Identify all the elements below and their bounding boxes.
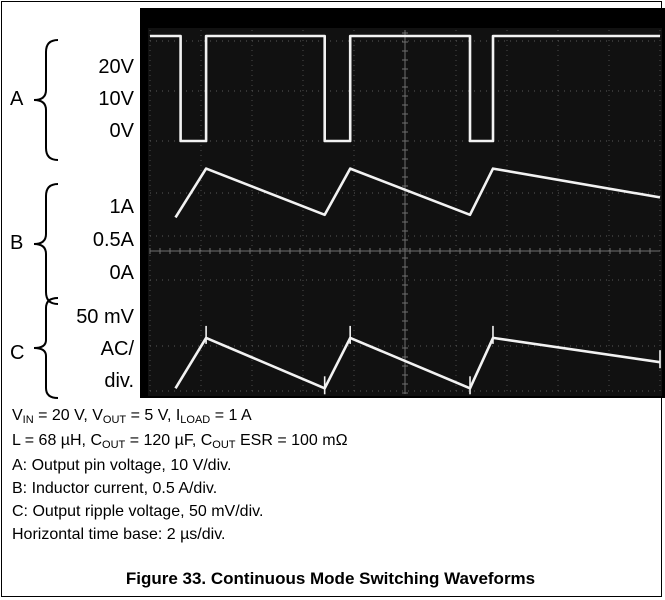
- legend-c: C: Output ripple voltage, 50 mV/div.: [12, 503, 264, 520]
- esr-symbol: C: [200, 432, 213, 449]
- inductance-value: L = 68 µH,: [12, 432, 91, 449]
- vin-symbol: V: [12, 407, 23, 424]
- conditions-line-2: L = 68 µH, COUT = 120 µF, COUT ESR = 100…: [12, 431, 348, 451]
- esr-value: ESR = 100 mΩ: [235, 432, 348, 449]
- legend-b: B: Inductor current, 0.5 A/div.: [12, 480, 218, 497]
- brace-a: [33, 39, 59, 161]
- timebase-note: Horizontal time base: 2 µs/div.: [12, 526, 226, 543]
- brace-c: [33, 297, 59, 399]
- vout-symbol: V: [92, 407, 103, 424]
- iload-value: = 1 A: [210, 407, 252, 424]
- cout-symbol: C: [90, 432, 103, 449]
- tick-b-05a: 0.5A: [92, 229, 134, 251]
- channel-a-letter: A: [10, 88, 24, 110]
- tick-a-0v: 0V: [109, 120, 134, 142]
- vout-value: = 5 V,: [126, 407, 176, 424]
- legend-a: A: Output pin voltage, 10 V/div.: [12, 457, 232, 474]
- trace-channel-a: [150, 34, 660, 143]
- iload-symbol: I: [175, 407, 181, 424]
- vin-value: = 20 V,: [33, 407, 93, 424]
- cout-subscript: OUT: [102, 439, 126, 451]
- oscilloscope-screen: [140, 8, 665, 398]
- tick-b-1a: 1A: [109, 196, 134, 218]
- vout-subscript: OUT: [102, 414, 127, 426]
- tick-c-ac: AC/: [100, 338, 134, 360]
- esr-subscript: OUT: [212, 439, 236, 451]
- tick-a-20v: 20V: [98, 56, 134, 78]
- tick-a-10v: 10V: [98, 88, 134, 110]
- figure-title: Figure 33. Continuous Mode Switching Wav…: [125, 569, 536, 588]
- scope-traces: [150, 34, 661, 395]
- channel-b-letter: B: [10, 232, 24, 254]
- tick-c-div: div.: [104, 370, 134, 392]
- tick-b-0a: 0A: [109, 262, 134, 284]
- brace-b: [33, 183, 59, 305]
- tick-c-50mv: 50 mV: [76, 306, 134, 328]
- channel-c-letter: C: [10, 342, 25, 364]
- scope-grid: [149, 30, 661, 394]
- trace-channel-b: [174, 167, 661, 219]
- cout-value: = 120 µF,: [125, 432, 201, 449]
- conditions-line-1: VIN = 20 V, VOUT = 5 V, ILOAD = 1 A: [12, 406, 252, 426]
- iload-subscript: LOAD: [180, 414, 211, 426]
- vin-subscript: IN: [22, 414, 34, 426]
